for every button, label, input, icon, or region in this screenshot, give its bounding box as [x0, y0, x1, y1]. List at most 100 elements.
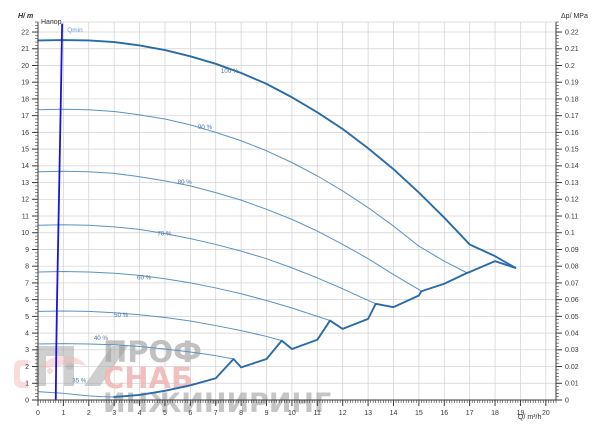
curve-envelope-lower: [113, 260, 517, 398]
tick-label-right: 0.08: [565, 264, 579, 271]
left-axis-title: H/ m: [18, 13, 33, 20]
tick-label-bottom: 1: [61, 410, 65, 417]
curve-label: 70 %: [157, 230, 172, 237]
tick-label-left: 21: [21, 46, 29, 53]
tick-label-left: 13: [21, 180, 29, 187]
tick-label-right: 0.11: [565, 213, 578, 220]
curve-60: [37, 271, 331, 322]
tick-label-right: 0.16: [565, 130, 579, 137]
axes-layer: 01234567891011121314151617181920212200.0…: [21, 21, 579, 417]
tick-label-bottom: 7: [214, 410, 218, 417]
curve-70: [37, 224, 377, 305]
tick-label-left: 22: [21, 29, 29, 36]
curve-80: [37, 170, 422, 292]
curve-50: [37, 310, 283, 342]
tick-label-right: 0.07: [565, 280, 579, 287]
tick-label-right: 0.01: [565, 381, 579, 388]
tick-label-right: 0.13: [565, 180, 579, 187]
tick-label-left: 16: [21, 130, 29, 137]
tick-label-bottom: 20: [542, 410, 550, 417]
tick-label-left: 10: [21, 230, 29, 237]
tick-label-right: 0.12: [565, 197, 579, 204]
bottom-axis-title: Q/ m³/h: [518, 414, 541, 421]
tick-label-bottom: 18: [491, 410, 499, 417]
tick-label-bottom: 6: [188, 410, 192, 417]
tick-label-right: 0.17: [565, 113, 579, 120]
tick-label-bottom: 9: [265, 410, 269, 417]
watermark-logo-dot-red: [47, 368, 53, 374]
watermark-logo-swoosh: [40, 355, 86, 368]
tick-label-bottom: 14: [390, 410, 398, 417]
curve-label: 90 %: [198, 124, 213, 131]
tick-label-bottom: 11: [314, 410, 321, 417]
tick-label-left: 4: [25, 330, 29, 337]
watermark: ПРОФ СНАБ ИНЖИНИРИНГ: [14, 335, 331, 419]
tick-label-left: 8: [25, 264, 29, 271]
tick-label-left: 14: [21, 163, 29, 170]
tick-label-bottom: 4: [138, 410, 142, 417]
tick-label-right: 0.04: [565, 330, 579, 337]
tick-label-bottom: 0: [36, 410, 40, 417]
tick-label-left: 19: [21, 80, 29, 87]
tick-label-left: 15: [21, 147, 29, 154]
tick-label-right: 0.19: [565, 80, 579, 87]
tick-label-left: 17: [21, 113, 29, 120]
curve-90: [37, 108, 468, 274]
tick-label-right: 0.1: [565, 230, 575, 237]
tick-label-right: 0.14: [565, 163, 579, 170]
tick-label-left: 12: [21, 197, 29, 204]
tick-label-right: 0.02: [565, 364, 579, 371]
watermark-logo-shape-right: [84, 346, 128, 386]
qmin-label: Qmin: [67, 27, 83, 34]
tick-label-left: 7: [25, 280, 29, 287]
grid-layer: [37, 22, 556, 401]
tick-label-left: 18: [21, 96, 29, 103]
tick-label-bottom: 16: [440, 410, 448, 417]
tick-label-right: 0.2: [565, 63, 575, 70]
curve-label: 40 %: [94, 335, 109, 342]
curve-40: [37, 343, 235, 360]
tick-label-bottom: 5: [163, 410, 167, 417]
qmin-line: [54, 23, 64, 401]
tick-label-right: 0.15: [565, 147, 579, 154]
curve-label: 35 %: [72, 377, 87, 384]
tick-label-bottom: 13: [364, 410, 372, 417]
tick-label-right: 0.05: [565, 314, 579, 321]
curve-label: 100 %: [221, 68, 239, 75]
watermark-line-3: ИНЖИНИРИНГ: [103, 388, 331, 419]
left-axis-subtitle: Напор: [41, 19, 62, 26]
tick-label-bottom: 19: [517, 410, 525, 417]
tick-label-left: 20: [21, 63, 29, 70]
right-axis-title: Δp/ MPa: [561, 13, 588, 20]
tick-label-bottom: 3: [112, 410, 116, 417]
tick-label-left: 3: [25, 347, 29, 354]
curves-layer: [37, 39, 517, 398]
tick-label-right: 0.21: [565, 46, 579, 53]
tick-label-left: 1: [25, 381, 29, 388]
curve-label: 60 %: [137, 275, 152, 282]
watermark-line-1: ПРОФ: [103, 335, 202, 369]
tick-label-left: 6: [25, 297, 29, 304]
tick-label-bottom: 12: [339, 410, 347, 417]
tick-label-bottom: 15: [415, 410, 423, 417]
qmin-layer: Qmin: [54, 23, 83, 401]
tick-label-right: 0.22: [565, 29, 579, 36]
tick-label-bottom: 2: [87, 410, 91, 417]
tick-label-right: 0.09: [565, 247, 579, 254]
tick-label-right: 0.18: [565, 96, 579, 103]
tick-label-left: 5: [25, 314, 29, 321]
curve-label: 80 %: [178, 179, 193, 186]
tick-label-left: 11: [22, 213, 29, 220]
watermark-logo-bracket: [14, 360, 28, 388]
tick-label-right: 0.03: [565, 347, 579, 354]
curve-labels-layer: 100 % 90 % 80 % 70 % 60 % 50 % 40 % 35 %: [72, 68, 239, 384]
watermark-line-2: СНАБ: [103, 361, 193, 395]
curve-label: 50 %: [114, 312, 129, 319]
curve-100: [37, 39, 517, 269]
tick-label-left: 9: [25, 247, 29, 254]
tick-label-bottom: 17: [466, 410, 474, 417]
tick-label-right: 0: [565, 397, 569, 404]
